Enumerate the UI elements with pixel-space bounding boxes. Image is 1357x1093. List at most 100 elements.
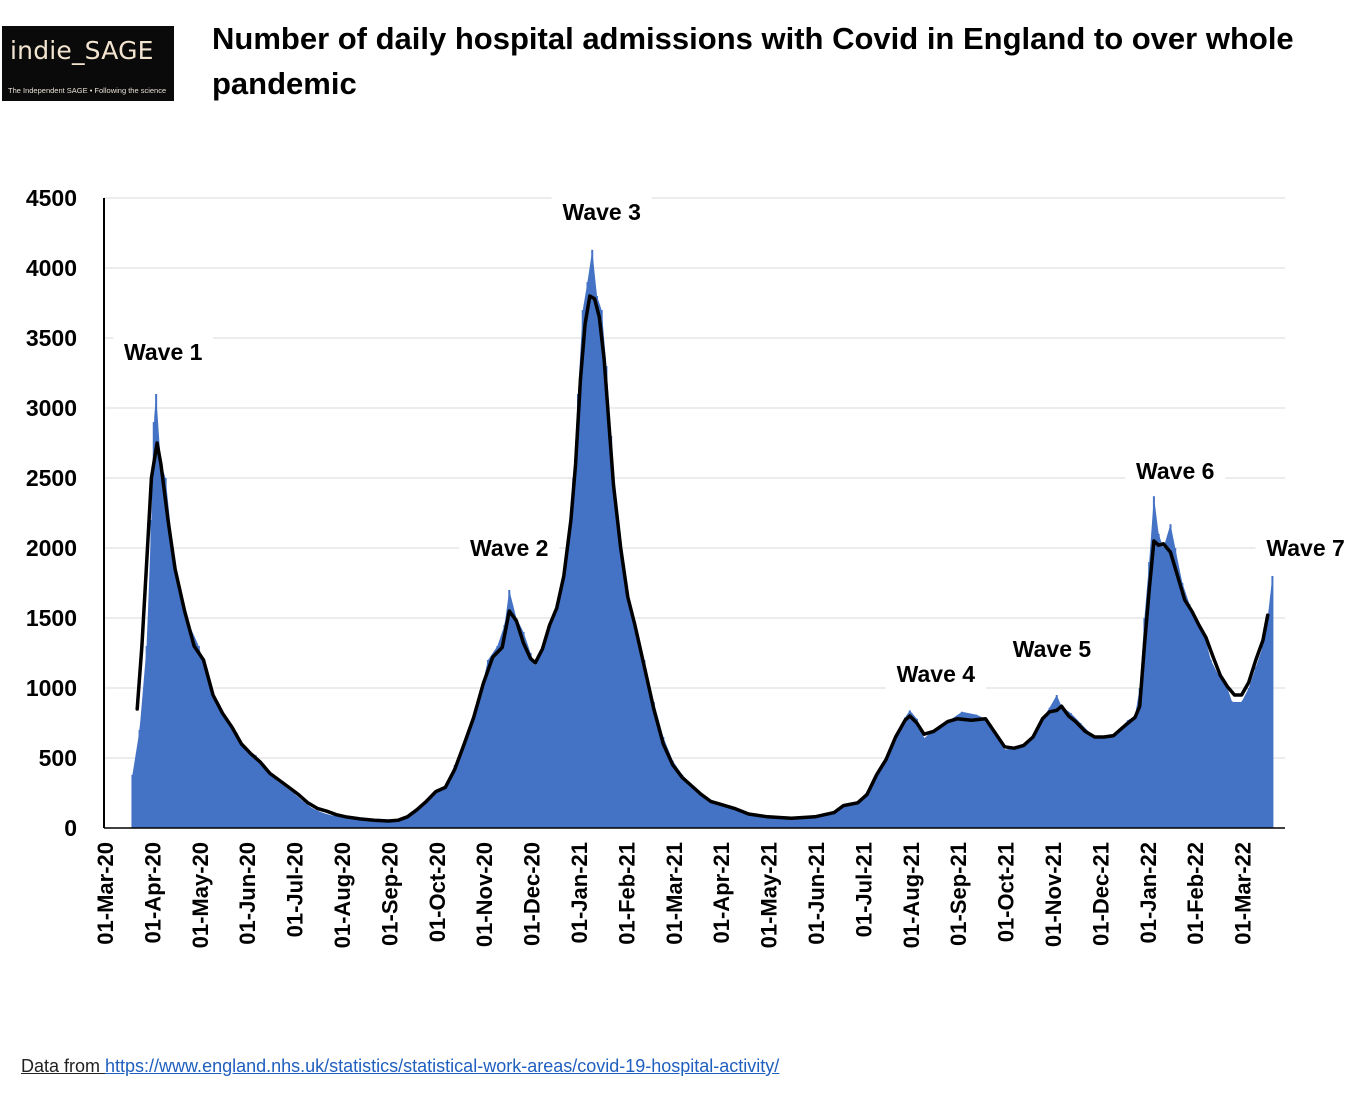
daily-bar [866,791,869,828]
daily-bar [885,758,888,828]
daily-bar [283,786,286,828]
wave-label: Wave 7 [1266,535,1344,561]
daily-bar [591,249,594,829]
daily-bar [984,718,987,828]
daily-bar [430,795,433,828]
annotation-background [459,533,560,563]
daily-bar [472,716,475,828]
daily-bar [150,520,153,828]
daily-bar [145,646,148,828]
x-tick-label: 01-Jul-21 [851,842,876,937]
daily-bar [340,816,342,828]
annotation-background [1002,633,1102,664]
y-tick-label: 2000 [26,535,77,561]
daily-bar [1152,496,1155,828]
daily-bar [264,767,267,828]
x-tick-label: 01-Jan-21 [567,842,592,944]
logo-tagline: The Independent SAGE • Following the sci… [8,86,167,95]
x-tick-label: 01-Jun-20 [235,842,260,945]
daily-bar [368,819,371,828]
daily-bar [1060,706,1063,828]
daily-bar [496,646,499,828]
daily-bar [624,590,627,828]
daily-bar [155,394,158,828]
daily-bar [226,723,229,828]
logo-name: indie_SAGE [10,36,154,65]
daily-bar [515,618,518,828]
daily-bar [1247,688,1250,828]
seven-day-average-line [135,294,1270,823]
daily-bar [522,632,525,828]
daily-bar [463,744,466,828]
daily-bar [681,774,684,828]
daily-bar [1231,702,1234,828]
daily-bar [207,681,210,828]
daily-bar [138,730,141,828]
daily-bar [643,660,646,828]
x-tick-label: 01-Apr-20 [140,842,165,943]
daily-bar [619,548,622,828]
daily-bar [529,653,532,828]
daily-admissions-bar-spikes [131,249,1274,829]
daily-bar [567,534,570,828]
daily-bar [709,800,712,828]
daily-bar [1216,674,1219,828]
wave-annotations: Wave 1 Wave 2 Wave 3 Wave 4 Wave 5 Wave 6 Wave… [113,197,1356,689]
daily-bar [766,815,769,828]
daily-bar [915,718,918,828]
daily-bar [633,625,636,828]
daily-bar [1271,576,1274,828]
daily-bar [1055,695,1058,828]
daily-bar [482,681,485,828]
daily-bar [577,394,579,828]
daily-bar [932,730,935,828]
daily-bar [700,793,703,828]
x-tick-label: 01-Apr-21 [709,842,734,943]
y-tick-label: 3500 [26,325,77,351]
data-source-prefix: Data from [21,1056,106,1076]
gridlines [104,197,1285,759]
daily-bar [1133,716,1136,828]
annotation-background [113,337,214,367]
daily-bar [245,749,248,828]
daily-bar [1174,548,1177,828]
daily-bar [595,296,598,828]
daily-bar [302,801,305,828]
y-tick-label: 4500 [26,185,77,211]
daily-bar [790,816,793,828]
data-source-link[interactable]: https://www.england.nhs.uk/statistics/st… [105,1056,780,1076]
daily-bar [894,737,897,828]
x-tick-label: 01-May-20 [188,842,213,948]
daily-bar [453,765,456,828]
daily-bar [1032,737,1035,828]
x-tick-label: 01-Sep-20 [377,842,402,946]
x-tick-label: 01-Dec-21 [1088,842,1113,946]
daily-bar [572,478,575,828]
daily-bar [908,710,911,828]
indie-sage-logo: indie_SAGE The Independent SAGE • Follow… [2,26,174,101]
y-tick-label: 500 [39,745,77,771]
x-tick-label: 01-Aug-20 [330,842,355,948]
daily-bar [600,310,603,828]
daily-bar [1048,707,1051,828]
daily-bar [832,811,835,828]
wave-label: Wave 2 [470,535,548,561]
daily-bar [273,779,276,828]
daily-bar [1022,744,1025,828]
daily-bar [486,660,489,828]
annotation-background [1125,456,1226,486]
daily-bar [1079,723,1082,828]
daily-bar [1117,730,1120,828]
daily-bar [1169,524,1172,828]
daily-bar [188,625,191,828]
daily-bar [747,812,750,828]
daily-bar [387,820,390,828]
daily-bar [354,818,357,828]
daily-bar [1107,737,1110,828]
chart-title: Number of daily hospital admissions with… [212,21,1294,101]
daily-bar [1266,618,1269,828]
daily-bar [581,310,584,828]
daily-bar [652,702,655,828]
daily-bar [1188,604,1191,828]
daily-bar [1098,738,1101,828]
